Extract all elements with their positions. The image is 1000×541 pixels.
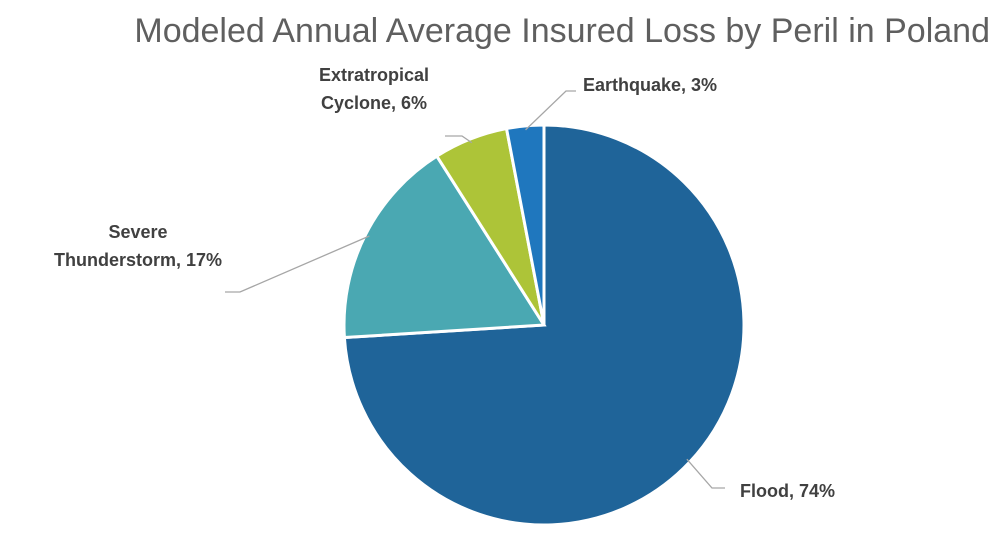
slice-label-1: Severe Thunderstorm, 17% (54, 222, 222, 270)
leader-line-3 (525, 90, 576, 131)
leader-line-1 (225, 235, 370, 293)
pie-slice-3 (504, 123, 546, 326)
slice-label-3: Earthquake, 3% (583, 75, 717, 95)
slice-label-0: Flood, 74% (740, 481, 835, 501)
chart-title: Modeled Annual Average Insured Loss by P… (134, 12, 990, 50)
leader-line-0 (686, 458, 725, 489)
pie-slice-1 (342, 154, 547, 340)
slice-label-2: Extratropical Cyclone, 6% (319, 65, 429, 113)
leader-line-2 (445, 135, 473, 144)
